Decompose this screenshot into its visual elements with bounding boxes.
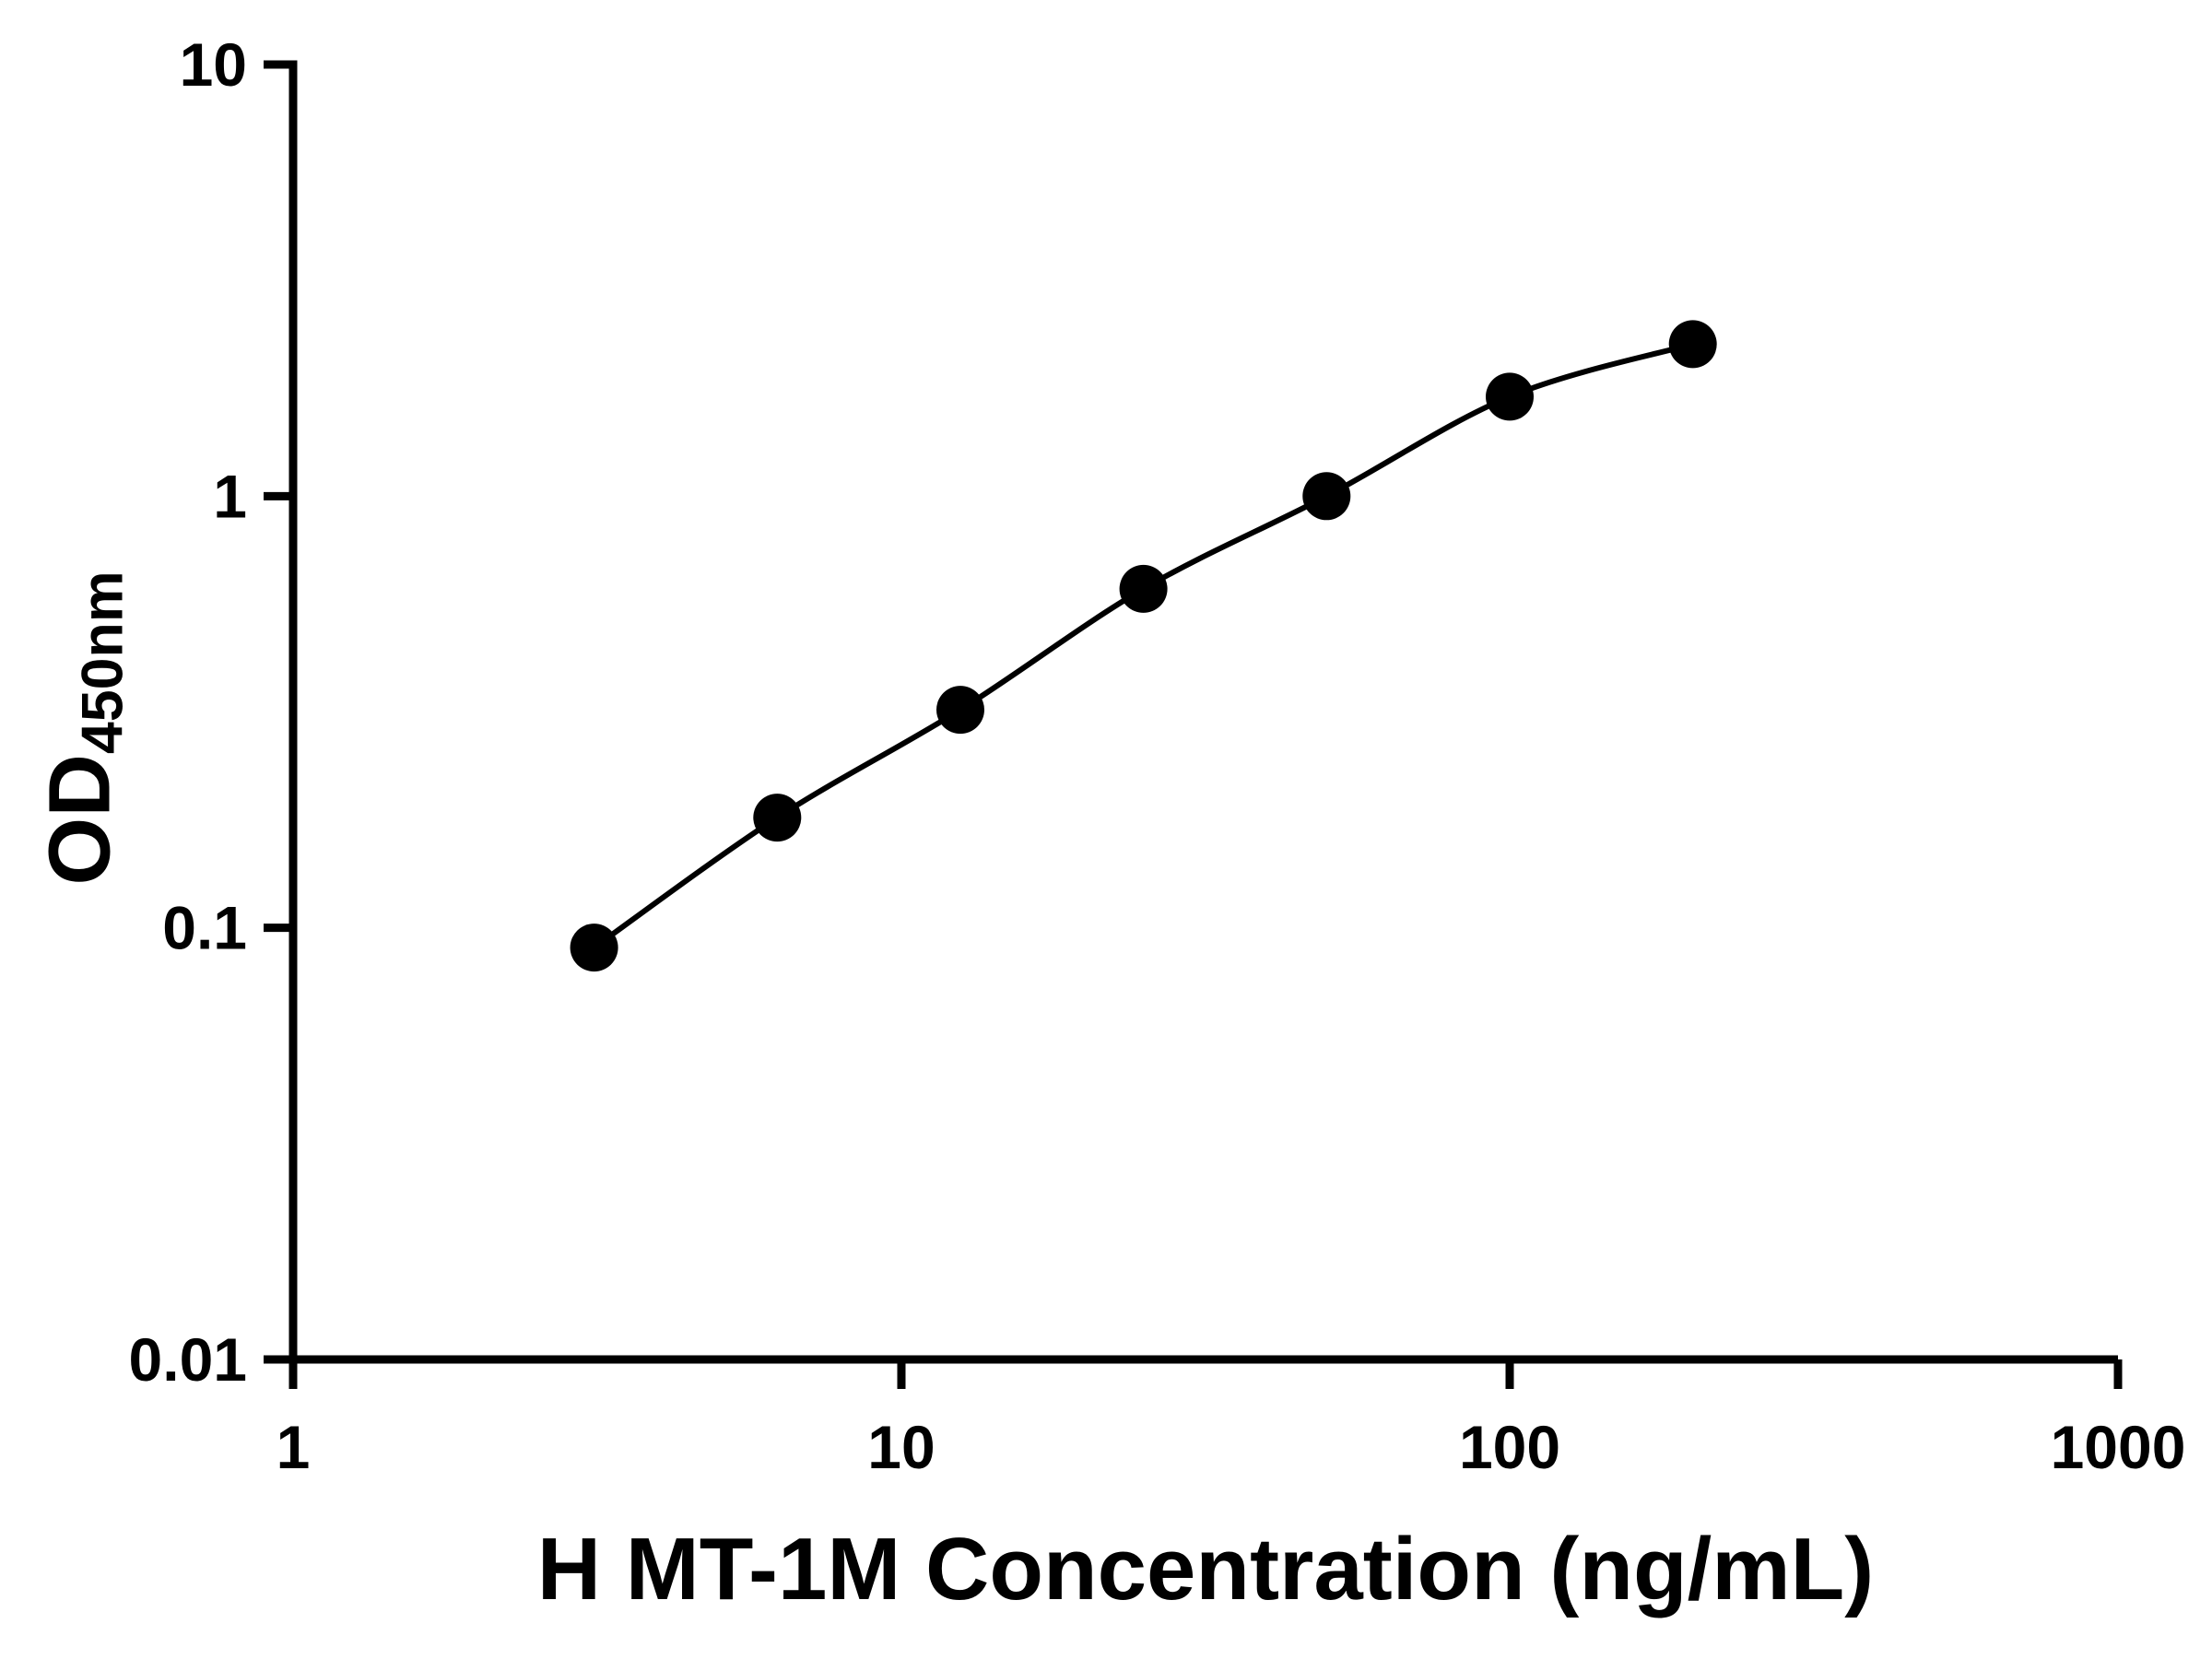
data-point-marker: [1668, 320, 1717, 369]
y-tick-label: 1: [213, 462, 247, 530]
x-tick-label: 1000: [2051, 1413, 2186, 1481]
x-tick-label: 1: [276, 1413, 311, 1481]
y-axis-title-main: OD: [30, 754, 129, 886]
data-point-marker: [1119, 564, 1168, 613]
data-point-marker: [1486, 372, 1534, 421]
data-point-marker: [936, 686, 984, 735]
y-tick-label: 0.1: [162, 894, 247, 962]
y-tick-label: 10: [180, 30, 247, 99]
data-point-marker: [1302, 472, 1351, 521]
y-tick-label: 0.01: [129, 1325, 247, 1394]
x-tick-label: 10: [867, 1413, 935, 1481]
y-axis-title: OD450nm: [30, 571, 136, 885]
x-tick-label: 100: [1459, 1413, 1560, 1481]
data-point-marker: [570, 924, 618, 972]
standard-curve-line: [592, 341, 1694, 950]
x-axis-title: H MT-1M Concentration (ng/mL): [536, 1520, 1875, 1618]
data-point-marker: [753, 794, 802, 842]
axes-lines: [288, 60, 2118, 1364]
y-axis-title-subscript: 450nm: [70, 571, 135, 755]
